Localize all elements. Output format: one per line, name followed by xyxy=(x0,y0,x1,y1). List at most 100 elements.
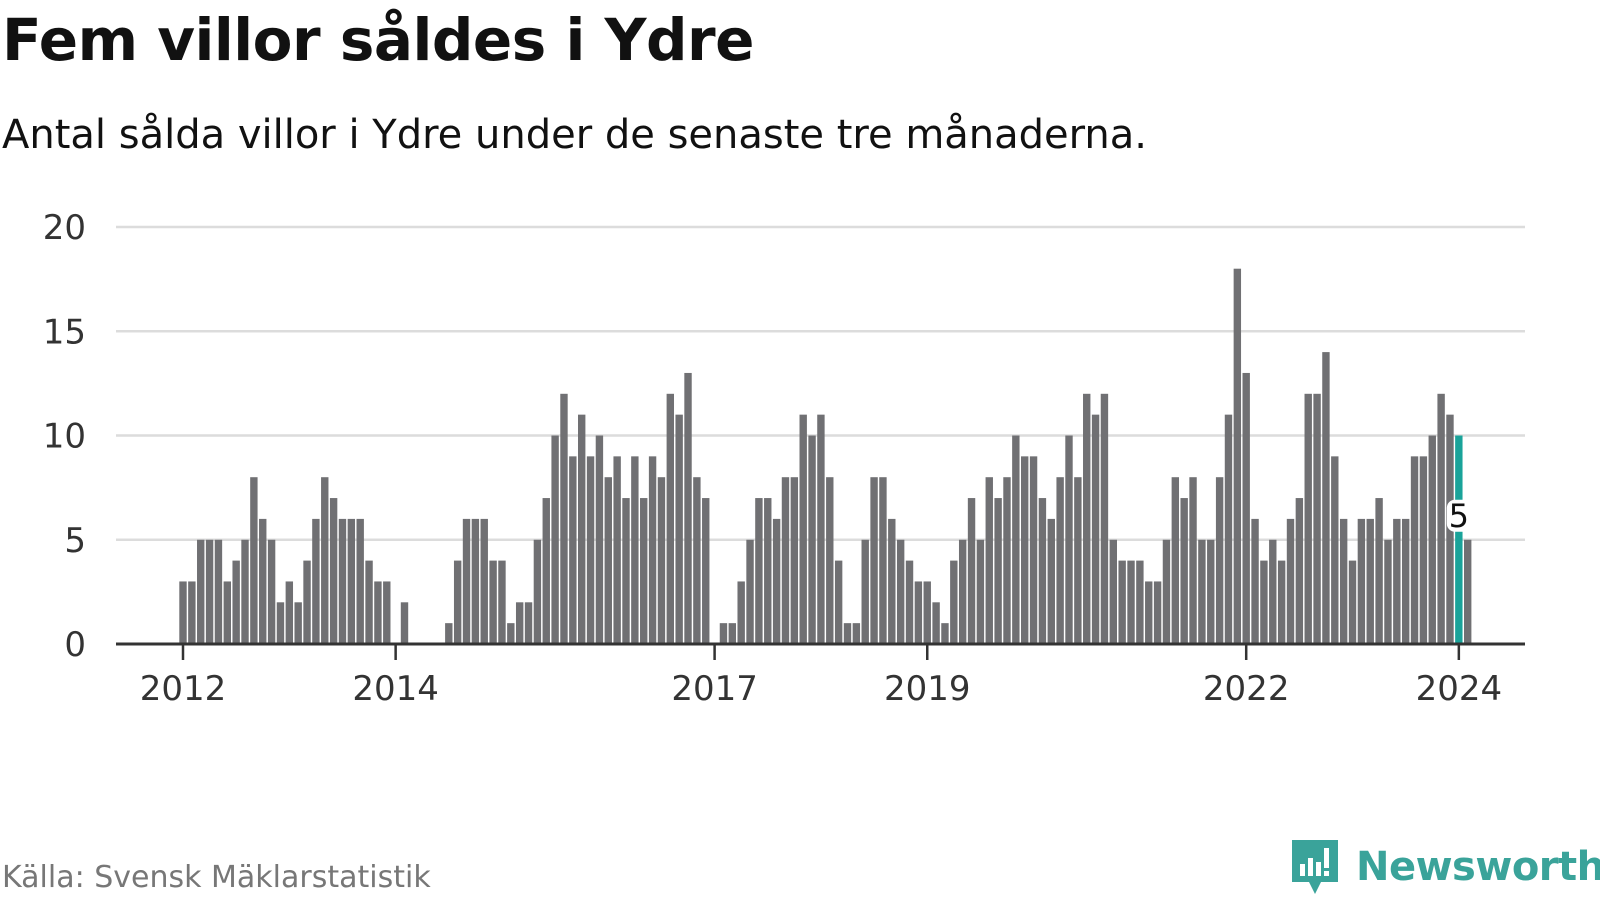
bar xyxy=(799,414,807,644)
bar xyxy=(445,623,453,644)
bar xyxy=(1242,372,1250,644)
x-tick-label: 2014 xyxy=(352,669,439,709)
y-tick-label: 0 xyxy=(64,625,86,665)
bar xyxy=(1171,477,1180,644)
bar xyxy=(648,456,657,644)
bar-series xyxy=(179,268,1472,644)
bar xyxy=(631,456,639,644)
bar xyxy=(480,518,488,644)
bar xyxy=(1339,518,1348,644)
bar xyxy=(772,518,781,644)
bar xyxy=(1136,560,1144,644)
bar xyxy=(197,539,205,644)
bar xyxy=(515,602,524,644)
bar xyxy=(932,602,940,644)
bar xyxy=(356,518,364,644)
bar xyxy=(1393,518,1401,644)
bar xyxy=(179,581,187,644)
y-axis-ticks: 0 5 10 15 20 xyxy=(43,208,86,665)
bar xyxy=(879,477,887,644)
bar xyxy=(383,581,391,644)
bar xyxy=(1029,456,1038,644)
bar xyxy=(976,539,985,644)
bar xyxy=(1295,498,1304,644)
bar xyxy=(1074,477,1082,644)
bar xyxy=(1260,560,1268,644)
bar xyxy=(400,602,409,644)
x-tick-label: 2019 xyxy=(884,669,971,709)
bar xyxy=(586,456,595,644)
bar xyxy=(214,539,223,644)
bar xyxy=(276,602,285,644)
bar xyxy=(1428,435,1436,644)
bar xyxy=(1180,498,1188,644)
bar xyxy=(834,560,843,644)
bar xyxy=(888,518,896,644)
bar xyxy=(746,539,754,644)
bar xyxy=(843,623,852,644)
bar xyxy=(1047,518,1055,644)
bar xyxy=(914,581,923,644)
bar xyxy=(719,623,728,644)
bar xyxy=(533,539,542,644)
bar xyxy=(1162,539,1171,644)
y-tick-label: 10 xyxy=(43,417,86,457)
bar xyxy=(560,393,568,644)
bar xyxy=(657,477,666,644)
bar xyxy=(1269,539,1277,644)
bar xyxy=(1375,498,1383,644)
highlight-bar xyxy=(1455,435,1463,644)
bar xyxy=(1127,560,1135,644)
bar xyxy=(1100,393,1109,644)
bar xyxy=(1189,477,1197,644)
brand-name: Newsworthy xyxy=(1356,844,1600,890)
bar xyxy=(1348,560,1357,644)
bar xyxy=(1251,518,1259,644)
x-tick-label: 2024 xyxy=(1416,669,1503,709)
brand-logo[interactable]: Newsworthy xyxy=(1290,838,1600,896)
bar xyxy=(1021,456,1029,644)
bar xyxy=(329,498,338,644)
bar xyxy=(1366,518,1374,644)
bar xyxy=(524,602,533,644)
chart-subtitle: Antal sålda villor i Ydre under de senas… xyxy=(2,112,1147,158)
bar xyxy=(1410,456,1419,644)
bar xyxy=(985,477,993,644)
bar xyxy=(755,498,763,644)
bar-chart: 0 5 10 15 20 2012 2014 2017 2019 2022 2024 5 xyxy=(43,208,1525,709)
bar xyxy=(1322,352,1330,644)
bar xyxy=(941,623,949,644)
highlight-label-bg xyxy=(1446,499,1471,532)
bar xyxy=(1357,518,1366,644)
bar xyxy=(666,393,674,644)
bar xyxy=(808,435,816,644)
chart-title: Fem villor såldes i Ydre xyxy=(2,6,754,74)
bar xyxy=(861,539,869,644)
bar xyxy=(365,560,373,644)
bar xyxy=(622,498,630,644)
bar xyxy=(1286,518,1295,644)
bar xyxy=(267,539,276,644)
bar xyxy=(1277,560,1286,644)
bar xyxy=(1224,414,1233,644)
bar xyxy=(693,477,701,644)
bar xyxy=(471,518,480,644)
bar xyxy=(205,539,214,644)
x-axis-ticks: 2012 2014 2017 2019 2022 2024 xyxy=(140,644,1502,709)
bar xyxy=(1419,456,1428,644)
bar xyxy=(498,560,506,644)
bar xyxy=(781,477,790,644)
bar xyxy=(1109,539,1117,644)
bar xyxy=(870,477,878,644)
bar xyxy=(338,518,347,644)
highlight-annotation: 5 xyxy=(1446,497,1471,535)
bar xyxy=(1304,393,1312,644)
bar xyxy=(489,560,497,644)
y-tick-label: 20 xyxy=(43,208,86,248)
bar xyxy=(374,581,382,644)
bar xyxy=(1215,477,1224,644)
highlight-value-label: 5 xyxy=(1449,497,1469,535)
bar xyxy=(702,498,710,644)
bar xyxy=(1083,393,1091,644)
x-tick-label: 2012 xyxy=(140,669,227,709)
